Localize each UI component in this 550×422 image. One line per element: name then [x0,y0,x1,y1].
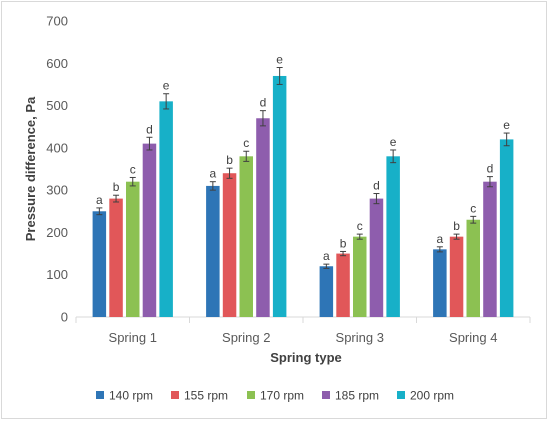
bar [159,101,173,317]
error-bar [470,215,477,224]
bar [369,198,384,317]
bar [483,181,497,317]
error-bar [96,207,103,216]
legend-item: 140 rpm [96,389,153,403]
significance-letter: e [163,79,170,93]
significance-letter: b [226,153,233,167]
y-axis-ticks: 0 100 200 300 400 500 600 700 [46,14,68,325]
y-tick-label: 500 [46,98,68,113]
legend-swatch [247,391,255,399]
error-bar [390,149,397,164]
error-bar [486,176,493,188]
significance-letter: a [96,193,103,207]
y-tick-label: 300 [46,183,68,198]
y-tick-label: 400 [46,140,68,155]
category-separators [75,317,531,323]
significance-letter: e [276,53,283,67]
y-tick-label: 0 [61,310,68,325]
significance-letter: c [130,162,136,176]
legend-swatch [397,391,405,399]
y-axis-title: Pressure difference, Pa [23,96,38,241]
legend-label: 185 rpm [335,389,379,403]
bar [499,139,514,317]
error-bar [340,250,347,257]
error-bar [226,167,233,179]
legend-item: 200 rpm [397,389,454,403]
significance-letter: d [146,122,153,136]
legend-item: 185 rpm [322,389,379,403]
bar [386,156,400,317]
error-bar [356,233,363,240]
significance-letter: c [357,219,363,233]
bar [206,185,220,317]
legend-label: 170 rpm [260,389,304,403]
legend-item: 155 rpm [171,389,228,403]
bar [109,198,123,317]
error-bar [259,110,266,127]
error-bar [503,132,510,147]
error-bar [323,263,330,269]
bar [466,219,480,317]
significance-letter: c [243,136,249,150]
legend-swatch [322,391,330,399]
bar [449,236,464,317]
legend-swatch [96,391,104,399]
significance-letter: d [373,179,380,193]
significance-letter: c [470,201,476,215]
significance-letter: e [503,118,510,132]
x-tick-label: Spring 2 [222,330,270,345]
legend-swatch [171,391,179,399]
error-bar [163,93,170,110]
legend-label: 200 rpm [410,389,454,403]
legend: 140 rpm 155 rpm 170 rpm 185 rpm 200 rpm [96,389,454,403]
bar [256,118,270,317]
significance-letter: d [487,162,494,176]
error-bar [243,150,250,162]
bar [222,173,237,317]
significance-letter: b [340,236,347,250]
y-tick-label: 700 [46,14,68,29]
bar [142,143,157,317]
x-axis-ticks: Spring 1 Spring 2 Spring 3 Spring 4 [109,330,498,345]
y-tick-label: 100 [46,267,68,282]
bar [353,236,367,317]
error-bar [453,233,460,240]
significance-letter: b [113,180,120,194]
significance-letter: e [390,135,397,149]
error-bar [146,136,153,151]
error-bar [373,193,380,205]
error-bar [276,67,283,85]
legend-label: 155 rpm [184,389,228,403]
significance-letter: a [437,232,444,246]
legend-item: 170 rpm [247,389,304,403]
significance-letter: a [210,167,217,181]
significance-letter: d [260,96,267,110]
bar [126,181,140,317]
legend-label: 140 rpm [109,389,153,403]
bar [272,75,287,317]
error-bar [436,246,443,253]
bar [239,156,253,317]
x-tick-label: Spring 1 [109,330,157,345]
bar [433,249,447,317]
y-tick-label: 200 [46,225,68,240]
x-tick-label: Spring 3 [336,330,384,345]
bar [336,253,350,317]
x-axis-title: Spring type [270,350,342,365]
error-bar [209,181,216,191]
error-bar [113,194,120,203]
y-tick-label: 600 [46,56,68,71]
significance-letter: b [453,219,460,233]
bar [92,211,107,317]
bar [319,266,334,317]
significance-letter: a [323,249,330,263]
error-bar [129,176,136,187]
x-tick-label: Spring 4 [449,330,497,345]
